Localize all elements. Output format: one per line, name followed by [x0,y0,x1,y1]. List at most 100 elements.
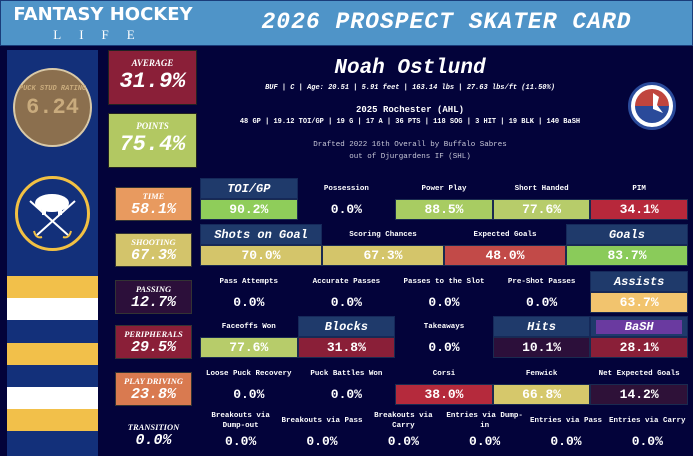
category-value: 0.0% [135,432,172,449]
average-value: 31.9% [119,69,186,94]
stripe-white [7,387,98,409]
metric-label: TOI/GP [200,178,298,199]
logo-line1: FANTASY HOCKEY [13,4,193,25]
rating-label: PUCK STUD RATING [18,85,87,93]
metric-label: Breakouts via Carry [374,411,433,430]
metric-cell: PIM 34.1% [590,178,688,220]
metric-cell: Puck Battles Won 0.0% [298,363,396,405]
metric-label: Loose Puck Recovery [206,369,292,378]
metric-cell: BaSH 28.1% [590,316,688,358]
metric-cell: Goals 83.7% [566,224,688,266]
metric-value: 31.8% [297,337,396,358]
metric-cell: Fenwick 66.8% [492,363,591,405]
logo-line2: LIFE [53,27,153,42]
metric-label: PIM [632,184,646,193]
metric-label: Puck Battles Won [310,369,383,378]
bash-label: BaSH [596,319,683,334]
stripe-gold [7,276,98,298]
points-value: 75.4% [119,132,186,157]
category-label: PERIPHERALS [124,329,183,339]
metric-value: 34.1% [590,199,688,220]
fantasy-hockey-life-logo: FANTASY HOCKEY LIFE [5,3,201,43]
metric-label: Possession [323,184,369,193]
metric-cell: Loose Puck Recovery 0.0% [200,363,298,405]
metric-cell: Shots on Goal 70.0% [200,224,322,266]
metric-cell: TOI/GP 90.2% [200,178,298,220]
metric-value: 14.2% [590,384,688,405]
metric-label: Entries via Pass [529,416,602,425]
category-label: PASSING [135,284,172,294]
metric-value: 0.0% [330,202,362,217]
metric-value: 66.8% [492,384,591,405]
stripe-white [7,298,98,320]
metric-label: Pass Attempts [219,277,279,286]
sabres-logo-icon [15,176,90,251]
metric-label: Power Play [421,184,467,193]
metric-label: Entries via Carry [609,416,686,425]
metric-cell: Power Play 88.5% [395,178,493,220]
metric-value: 0.0% [387,434,419,449]
metric-cell: Assists 63.7% [590,271,688,313]
category-time: TIME 58.1% [115,187,192,221]
metric-cell: Takeaways 0.0% [395,316,493,358]
metric-cell: Hits 10.1% [492,316,591,358]
metric-value: 83.7% [566,245,688,266]
metric-row: TOI/GP 90.2% Possession 0.0% Power Play 88.5%… [200,178,688,220]
metric-cell: Breakouts via Carry 0.0% [363,410,444,452]
ahl-logo-icon [628,82,676,130]
metric-label: Short Handed [514,184,569,193]
average-card: AVERAGE 31.9% [108,50,197,105]
metric-row: Breakouts via Dump-out 0.0% Breakouts via … [200,410,688,452]
metric-value: 38.0% [395,384,493,405]
metric-row: Shots on Goal 70.0% Scoring Chances 67.3% Ex… [200,224,688,266]
metric-cell: Net Expected Goals 14.2% [590,363,688,405]
metric-value: 0.0% [306,434,338,449]
category-play-driving: PLAY DRIVING 23.8% [115,372,192,406]
metric-value: 28.1% [590,337,688,358]
metric-cell: Breakouts via Dump-out 0.0% [200,410,281,452]
metric-value: 0.0% [428,340,460,355]
metric-value: 0.0% [550,434,582,449]
metric-value: 0.0% [330,295,362,310]
metric-label: BaSH [590,316,688,337]
metric-cell: Blocks 31.8% [297,316,396,358]
metric-label: Pre-Shot Passes [507,277,576,286]
metric-value: 0.0% [233,387,265,402]
metric-value: 0.0% [631,434,663,449]
metric-label: Faceoffs Won [221,322,276,331]
metric-value: 0.0% [525,295,558,310]
metric-cell: Short Handed 77.6% [492,178,591,220]
category-value: 23.8% [130,386,176,403]
metric-value: 90.2% [200,199,298,220]
season-team: 2025 Rochester (AHL) [355,105,465,115]
page-title: 2026 PROSPECT SKATER CARD [261,9,632,35]
metric-cell: Possession 0.0% [298,178,396,220]
metric-label: Expected Goals [473,230,537,239]
team-panel: PUCK STUD RATING 6.24 [7,50,98,456]
metric-value: 63.7% [590,292,688,313]
metric-label: Goals [566,224,688,245]
metric-value: 0.0% [225,434,257,449]
metric-label: Scoring Chances [349,230,417,239]
metric-value: 10.1% [492,337,591,358]
metric-label: Fenwick [525,369,558,378]
metric-label: Accurate Passes [312,277,381,286]
category-value: 58.1% [130,201,176,218]
category-label: SHOOTING [131,237,176,247]
metric-value: 0.0% [330,387,362,402]
metric-cell: Passes to the Slot 0.0% [395,271,493,313]
draft-info-2: out of Djurgardens IF (SHL) [349,153,471,161]
category-transition: TRANSITION 0.0% [115,419,192,453]
metric-label: Entries via Dump-in [446,411,523,430]
metric-label: Breakouts via Dump-out [211,411,270,430]
metric-cell: Breakouts via Pass 0.0% [281,410,362,452]
category-passing: PASSING 12.7% [115,280,192,314]
metric-cell: Scoring Chances 67.3% [322,224,444,266]
metric-value: 0.0% [233,295,265,310]
metric-value: 88.5% [395,199,493,220]
metric-cell: Accurate Passes 0.0% [298,271,396,313]
category-label: TRANSITION [127,422,180,432]
header-bar: FANTASY HOCKEY LIFE 2026 PROSPECT SKATER… [0,0,693,46]
metric-label: Shots on Goal [200,224,322,245]
metric-value: 77.6% [492,199,591,220]
